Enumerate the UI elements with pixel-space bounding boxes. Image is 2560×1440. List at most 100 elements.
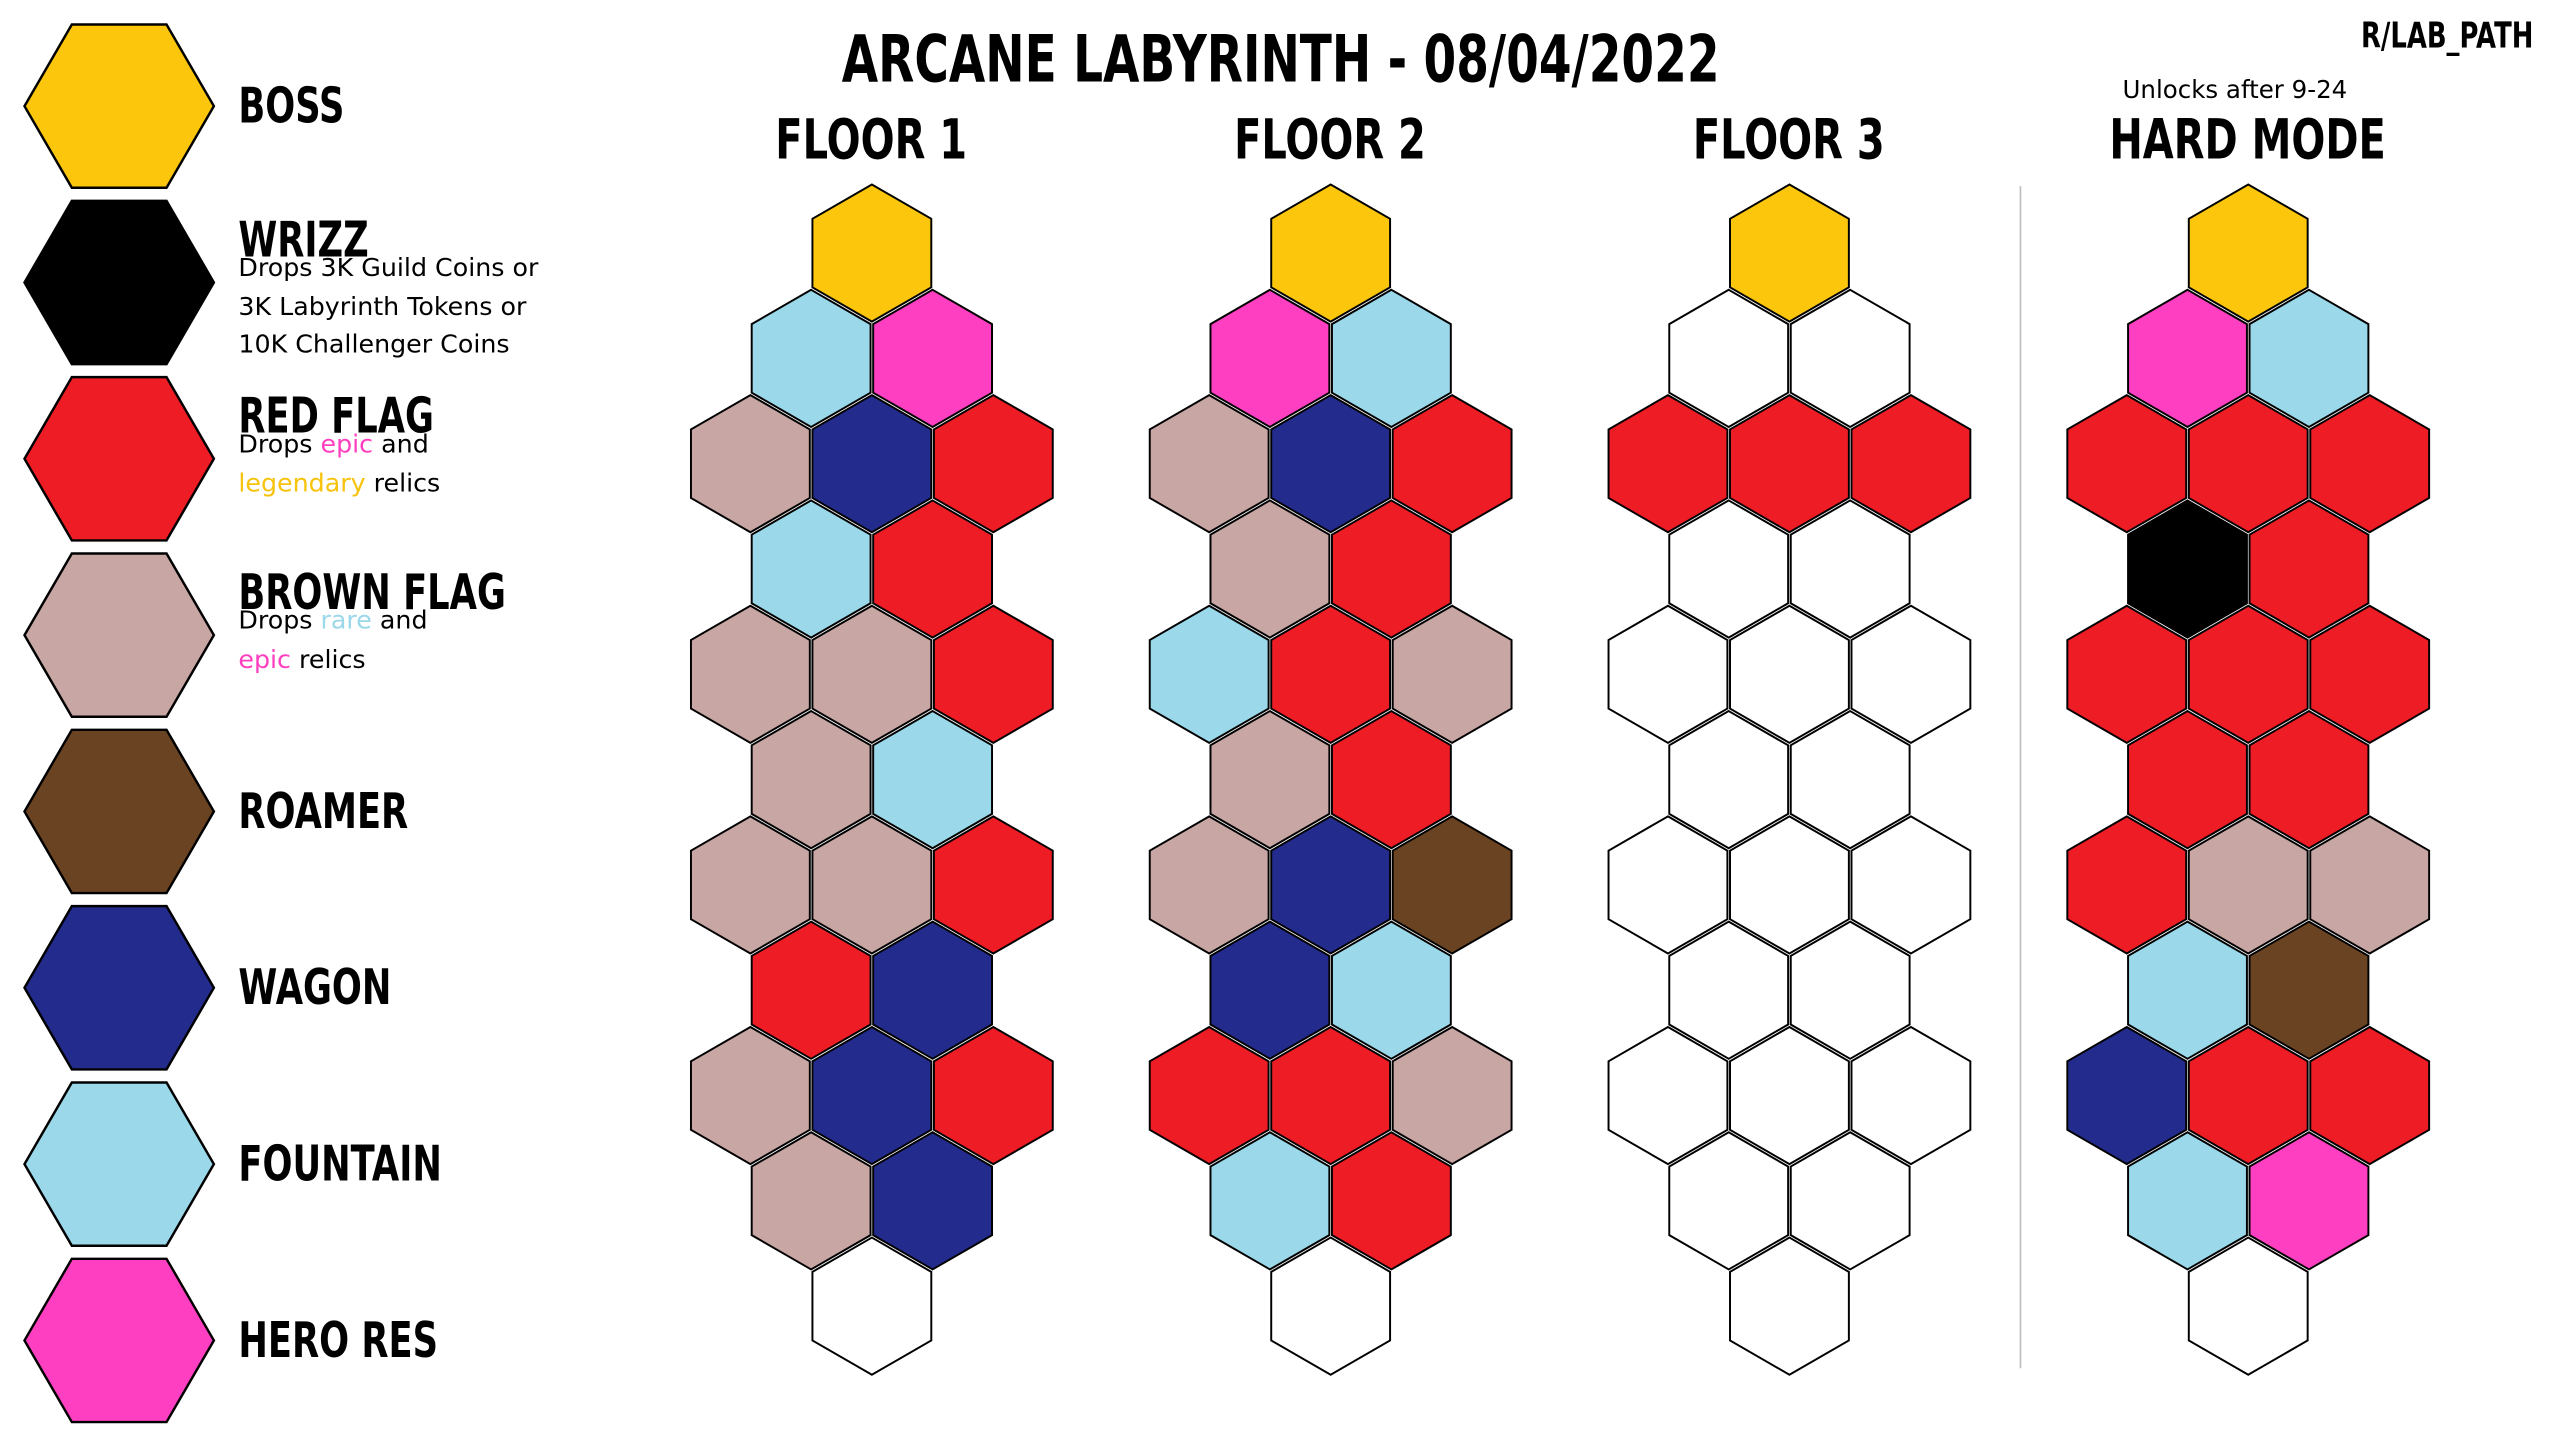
- legend-item-roamer: ROAMER: [0, 728, 620, 904]
- rarity-word-rare: rare: [320, 605, 372, 636]
- legend-label-text: FOUNTAIN: [238, 1136, 442, 1194]
- hex-cell: [1607, 1025, 1729, 1166]
- hex-cell: [1668, 920, 1790, 1060]
- hex-cell: [1270, 1025, 1392, 1166]
- hex-cell: [1330, 288, 1452, 429]
- hex-cell: [2066, 815, 2188, 955]
- hex-cell: [2187, 1025, 2309, 1166]
- floor-1-title: FLOOR 1: [676, 108, 1068, 173]
- legend-item-fountain: FOUNTAIN: [0, 1081, 620, 1257]
- floor-3-title-text: FLOOR 3: [1693, 107, 1886, 174]
- description-text: and: [371, 605, 428, 636]
- hex-cell: [750, 288, 872, 429]
- hard-mode-divider: [2019, 186, 2022, 1369]
- hex-cell: [1729, 393, 1850, 534]
- page-title: ARCANE LABYRINTH - 08/04/2022: [0, 23, 2560, 98]
- legend-description-line: epic relics: [238, 641, 427, 679]
- hex-cell: [1607, 815, 1729, 955]
- legend-item-wagon: WAGON: [0, 904, 620, 1081]
- hex-cell: [2066, 1025, 2188, 1166]
- hex-cell: [1850, 1025, 1972, 1166]
- legend-description-line: legendary relics: [238, 465, 440, 503]
- page-title-text: ARCANE LABYRINTH - 08/04/2022: [841, 22, 1719, 98]
- hex-cell: [2309, 1025, 2431, 1166]
- legend-label-text: WAGON: [238, 960, 392, 1018]
- hex-cell: [872, 288, 994, 429]
- hex-cell: [1729, 815, 1850, 955]
- hero-res-hex-icon: [23, 1257, 216, 1424]
- hex-cell: [689, 1025, 811, 1166]
- floor-1-title-text: FLOOR 1: [775, 107, 968, 174]
- legend-description: Drops 3K Guild Coins or 3K Labyrinth Toke…: [238, 250, 538, 365]
- hex-cell: [1850, 815, 1972, 955]
- hex-cell: [1391, 815, 1513, 955]
- hex-cell: [2187, 393, 2309, 534]
- legend-item-brown-flag: BROWN FLAG Drops rare and epic relics: [0, 552, 620, 728]
- floor-1-grid: [689, 183, 1054, 1376]
- hex-cell: [2248, 1131, 2370, 1271]
- legend-description-line: Drops epic and: [238, 426, 440, 464]
- hex-cell: [1789, 288, 1911, 429]
- hex-cell: [2187, 604, 2309, 745]
- hex-cell: [1270, 1236, 1392, 1376]
- roamer-hex-icon: [23, 728, 216, 895]
- rarity-word-epic: epic: [238, 644, 291, 674]
- description-text: Drops: [238, 605, 321, 636]
- hex-cell: [2127, 499, 2248, 639]
- hex-cell: [1270, 815, 1392, 955]
- description-text: 3K Labyrinth Tokens or: [238, 291, 527, 321]
- hex-cell: [689, 815, 811, 955]
- floor-3-title: FLOOR 3: [1594, 108, 1986, 173]
- hex-cell: [932, 815, 1054, 955]
- legend-description-line: Drops rare and: [238, 602, 427, 640]
- hex-cell: [811, 815, 933, 955]
- hex-cell: [1330, 499, 1452, 639]
- description-text: Drops 3K Guild Coins or: [238, 253, 539, 283]
- legend-description-line: 3K Labyrinth Tokens or: [238, 288, 538, 326]
- hex-cell: [1209, 499, 1331, 639]
- wagon-hex-icon: [23, 904, 216, 1071]
- hex-cell: [1270, 604, 1392, 745]
- hex-cell: [2127, 288, 2248, 429]
- hex-cell: [2309, 604, 2431, 745]
- hex-cell: [811, 1025, 933, 1166]
- credit-text: R/LAB_PATH: [2361, 16, 2534, 58]
- hex-cell: [689, 393, 811, 534]
- hex-cell: [1148, 604, 1270, 745]
- floor-2-title-text: FLOOR 2: [1234, 107, 1427, 174]
- legend-label-text: HERO RES: [238, 1312, 439, 1370]
- legend-label: HERO RES: [238, 1313, 515, 1370]
- hex-cell: [872, 709, 994, 850]
- hex-cell: [932, 604, 1054, 745]
- hex-cell: [1391, 604, 1513, 745]
- hex-cell: [750, 1131, 872, 1271]
- hex-cell: [2127, 709, 2248, 850]
- hex-cell: [1729, 183, 1850, 323]
- hex-cell: [2248, 499, 2370, 639]
- hex-cell: [750, 709, 872, 850]
- legend-item-boss: BOSS: [0, 23, 620, 199]
- hex-cell: [750, 499, 872, 639]
- hex-cell: [689, 604, 811, 745]
- hex-cell: [1330, 920, 1452, 1060]
- hex-cell: [1209, 709, 1331, 850]
- hex-cell: [2127, 1131, 2248, 1271]
- hex-cell: [1391, 393, 1513, 534]
- legend-label-text: BOSS: [238, 78, 345, 136]
- legend-label-text: ROAMER: [238, 783, 409, 841]
- hex-cell: [1729, 1025, 1850, 1166]
- rarity-word-legendary: legendary: [238, 467, 366, 498]
- hex-cell: [1607, 604, 1729, 745]
- hex-cell: [2066, 393, 2188, 534]
- brown-flag-hex-icon: [23, 552, 216, 718]
- rarity-word-epic: epic: [320, 429, 374, 459]
- hex-cell: [811, 183, 933, 323]
- legend-label: WRIZZ: [238, 212, 419, 269]
- hard-mode-grid: [2066, 183, 2431, 1376]
- hex-cell: [1789, 920, 1911, 1060]
- legend-label: BOSS: [238, 78, 385, 135]
- legend-label-text: BROWN FLAG: [238, 564, 506, 623]
- credit-label: R/LAB_PATH: [2295, 16, 2534, 57]
- legend-label: WAGON: [238, 960, 451, 1017]
- hex-cell: [872, 499, 994, 639]
